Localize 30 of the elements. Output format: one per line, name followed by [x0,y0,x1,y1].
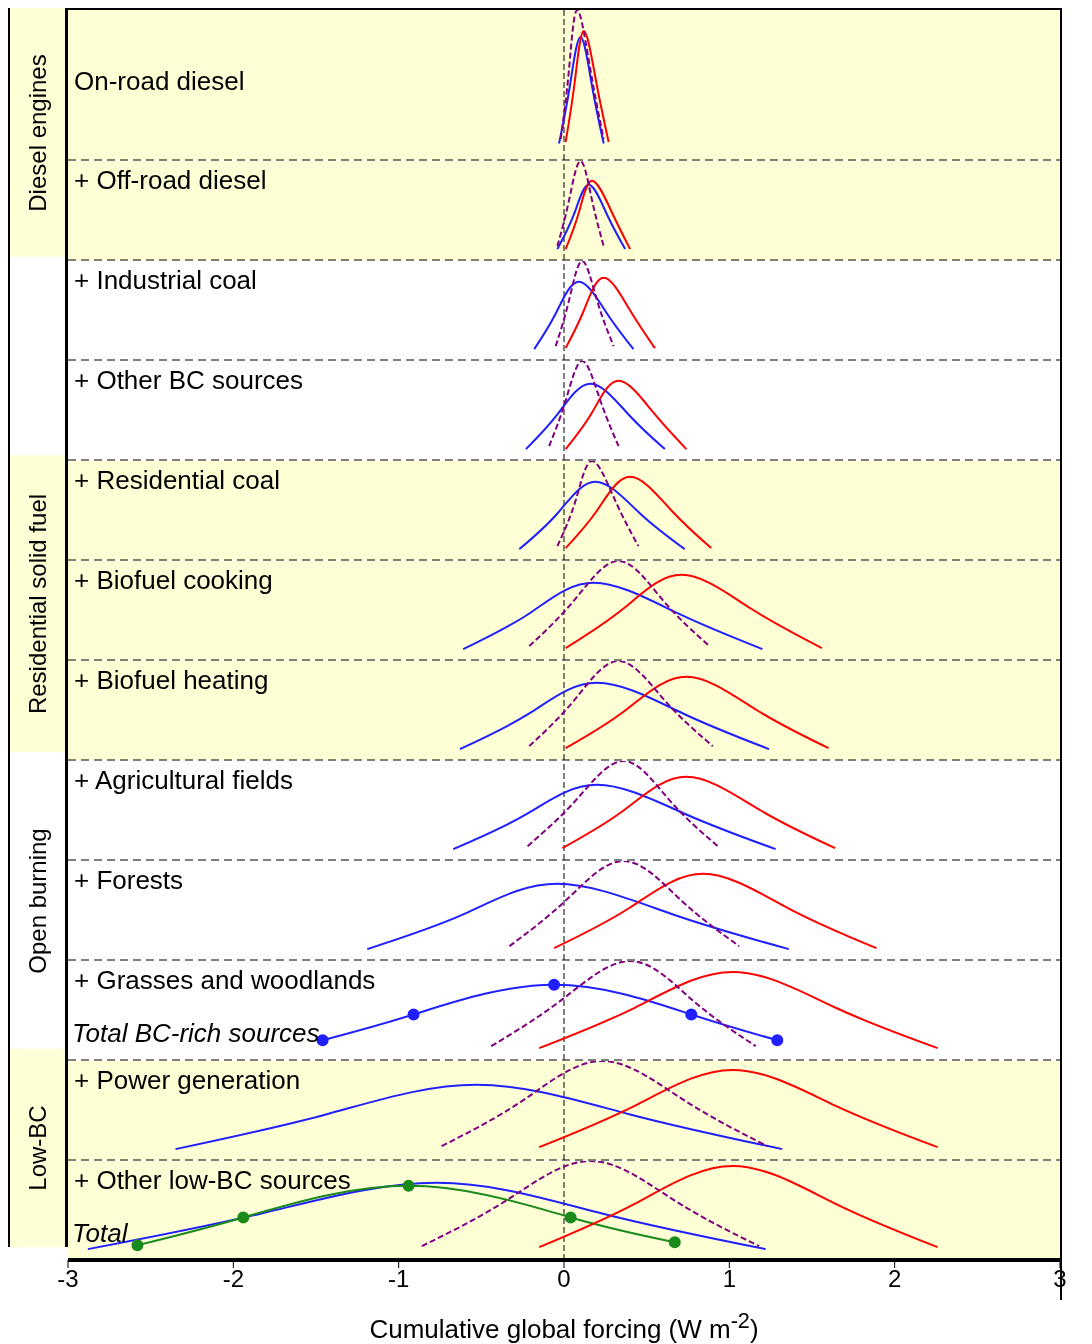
chart-title: + Residential coal [74,465,280,496]
chart-title: + Power generation [74,1065,301,1096]
x-tick-label: 1 [722,1265,737,1293]
x-axis-title: Cumulative global forcing (W m$^{-2}$) [368,1308,760,1344]
chart-title: + Grasses and woodlands [74,965,376,996]
point [668,1236,681,1249]
x-tick-label: -3 [57,1265,79,1293]
chart-title: + Biofuel cooking [74,565,273,596]
text: On-road diesel [74,66,245,97]
point [131,1239,144,1252]
y-axis-title: Open burning [23,827,52,974]
y-axis-title: Diesel engines [23,53,52,212]
point [237,1211,250,1224]
chart-title: + Other BC sources [74,365,304,396]
point [564,1211,577,1224]
chart-title: + Agricultural fields [74,765,293,796]
y-axis-title: Low-BC [23,1105,52,1191]
x-tick-label: -2 [222,1265,245,1293]
chart-title: + Off-road diesel [74,165,267,196]
chart-title: + Other low-BC sources [74,1165,351,1196]
x-tick-label: 0 [557,1265,571,1293]
x-tick-label: -1 [387,1265,410,1293]
chart-title: + Industrial coal [74,265,257,296]
chart-title: + Forests [74,865,184,896]
x-tick-label: 2 [887,1265,902,1293]
annotation: Total BC-rich sources [72,1018,320,1049]
annotation: Total [72,1218,128,1249]
chart-title: + Biofuel heating [74,665,269,696]
y-axis-title: Residential solid fuel [23,493,52,714]
point [402,1179,415,1192]
